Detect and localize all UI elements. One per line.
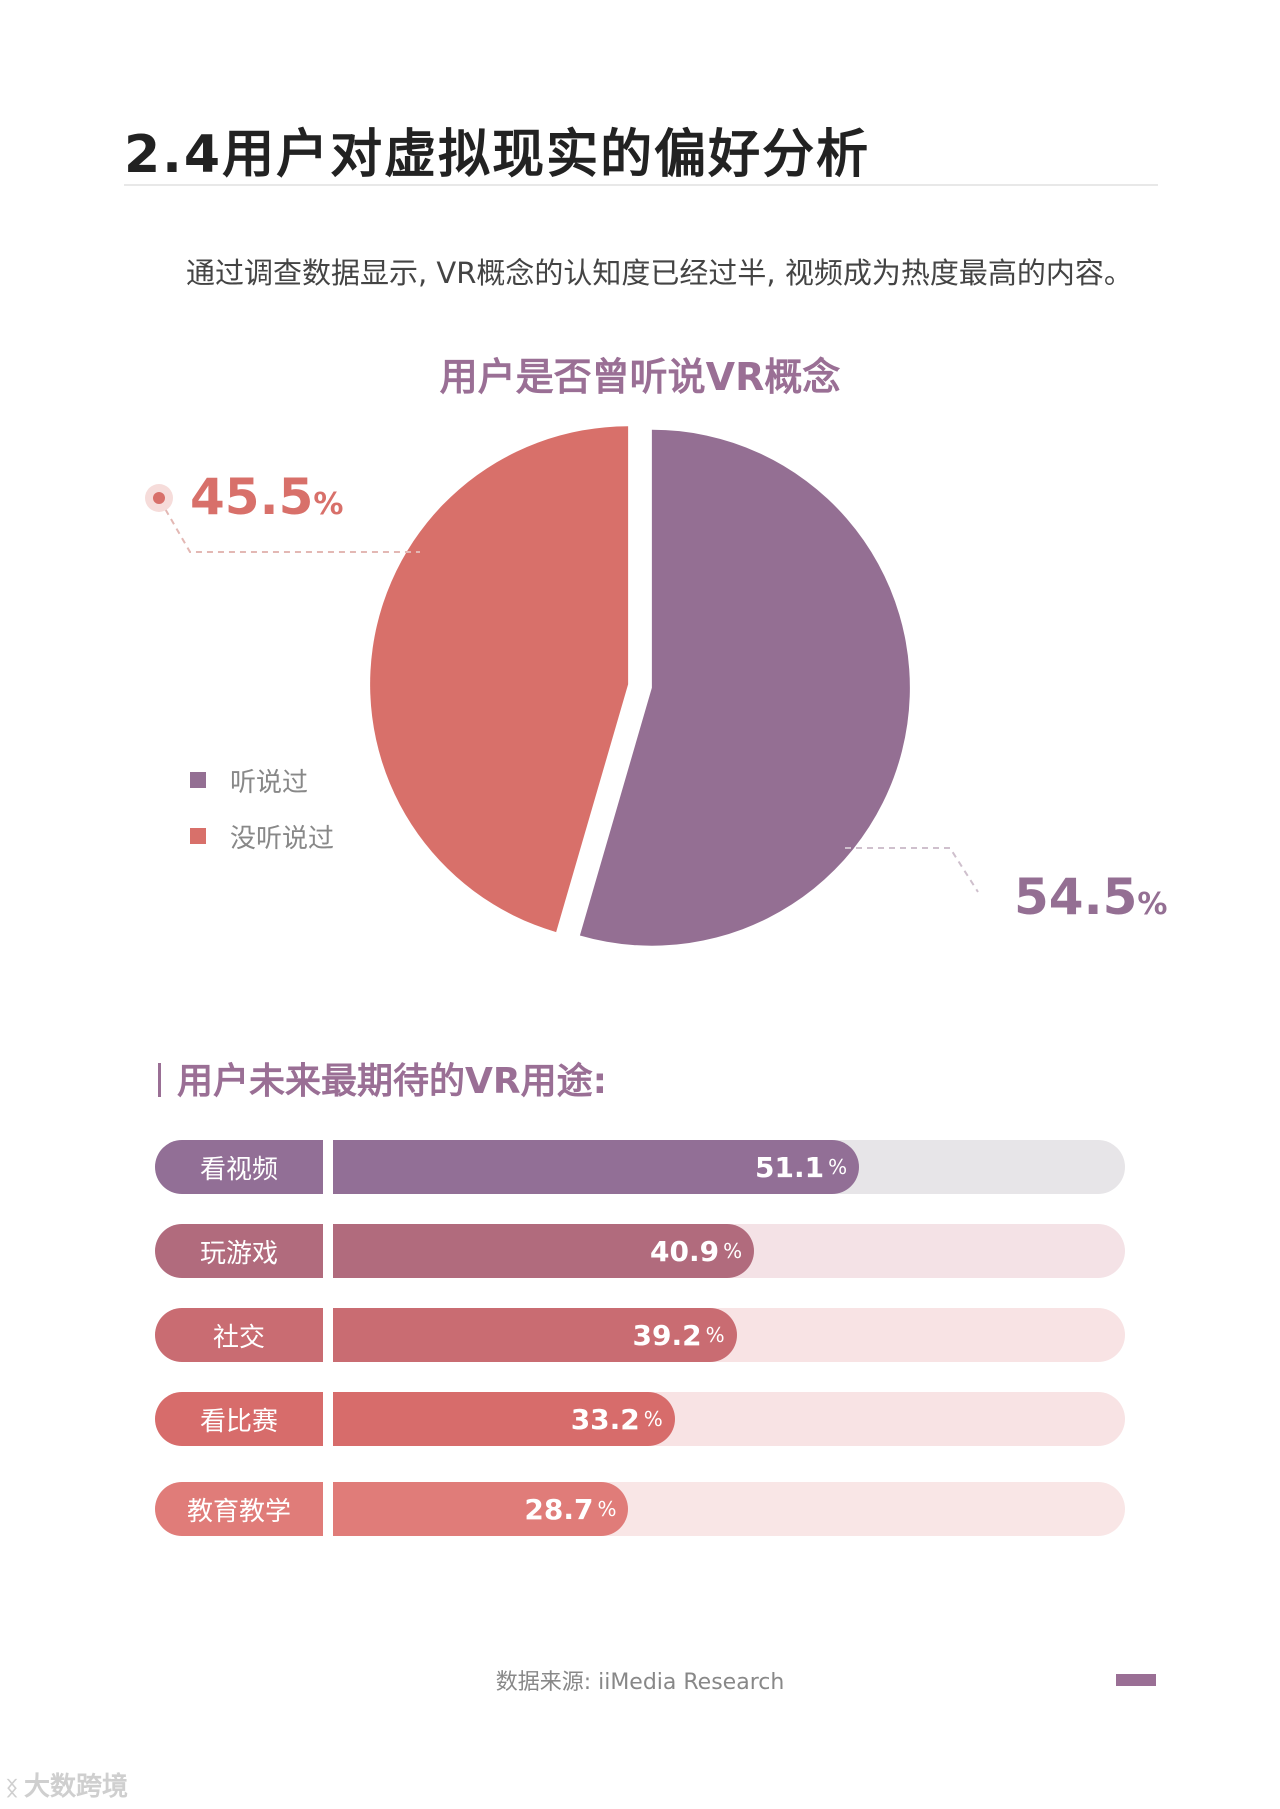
pie-chart [145, 426, 979, 946]
pie-slice-heard [579, 429, 910, 946]
bar-value-unit: % [828, 1155, 848, 1179]
pie-label-not-heard: 45.5% [190, 468, 343, 526]
legend-label-not-heard: 没听说过 [230, 823, 335, 854]
bar-value-unit: % [705, 1323, 725, 1347]
bar-row: 看视频 51.1% [155, 1140, 1125, 1194]
bar-category-label: 玩游戏 [155, 1224, 323, 1278]
bar-fill: 39.2% [333, 1308, 737, 1362]
leader-line-not-heard [159, 499, 420, 553]
bar-chart-title: 用户未来最期待的VR用途: [158, 1052, 607, 1104]
bar-category-label: 教育教学 [155, 1482, 323, 1536]
legend-swatch-heard [190, 772, 206, 788]
page-marker [1116, 1674, 1156, 1686]
bar-track: 39.2% [333, 1308, 1125, 1362]
pie-label-heard: 54.5% [1014, 868, 1167, 926]
legend-item-not-heard: 没听说过 [190, 808, 334, 864]
bar-fill: 51.1% [333, 1140, 860, 1194]
data-source: 数据来源: iiMedia Research [495, 1670, 785, 1695]
bar-value-unit: % [723, 1239, 743, 1263]
bar-category-label: 看视频 [155, 1140, 323, 1194]
pie-unit-heard: % [1137, 887, 1168, 922]
bar-fill: 33.2% [333, 1392, 675, 1446]
bar-value-label: 51.1 [755, 1150, 825, 1184]
pie-slice-not-heard [370, 426, 629, 933]
bar-value-label: 33.2 [570, 1402, 640, 1436]
legend-item-heard: 听说过 [190, 752, 334, 808]
bar-value-label: 40.9 [649, 1234, 720, 1268]
pie-legend: 听说过 没听说过 [190, 752, 334, 864]
pie-unit-not-heard: % [313, 487, 344, 522]
watermark-text: 大数跨境 [24, 1772, 129, 1802]
leader-line-heard [845, 847, 979, 893]
pie-chart-title: 用户是否曾听说VR概念 [439, 355, 841, 399]
legend-swatch-not-heard [190, 828, 206, 844]
watermark-logo-icon: ᛝ [6, 1776, 18, 1800]
bar-category-label: 看比赛 [155, 1392, 323, 1446]
callout-dot [153, 492, 165, 504]
bar-row: 看比赛 33.2% [155, 1392, 1125, 1446]
bar-value-unit: % [597, 1497, 617, 1521]
pie-value-not-heard: 45.5 [190, 468, 314, 526]
bar-track: 28.7% [333, 1482, 1125, 1536]
bar-category-label: 社交 [155, 1308, 323, 1362]
bar-value-unit: % [643, 1407, 663, 1431]
pie-value-heard: 54.5 [1014, 868, 1138, 926]
bar-value-label: 28.7 [524, 1492, 594, 1526]
legend-label-heard: 听说过 [230, 767, 309, 798]
title-divider [124, 184, 1158, 186]
summary-text: 通过调查数据显示, VR概念的认知度已经过半, 视频成为热度最高的内容。 [186, 256, 1133, 290]
bar-fill: 28.7% [333, 1482, 629, 1536]
bar-fill: 40.9% [333, 1224, 755, 1278]
bar-value-label: 39.2 [632, 1318, 702, 1352]
watermark: ᛝ 大数跨境 [6, 1766, 128, 1803]
bar-row: 教育教学 28.7% [155, 1482, 1125, 1536]
bar-track: 40.9% [333, 1224, 1125, 1278]
bar-chart-title-text: 用户未来最期待的VR用途: [177, 1061, 607, 1102]
bar-row: 玩游戏 40.9% [155, 1224, 1125, 1278]
page-title: 2.4用户对虚拟现实的偏好分析 [124, 125, 871, 185]
bar-track: 51.1% [333, 1140, 1125, 1194]
bar-row: 社交 39.2% [155, 1308, 1125, 1362]
title-accent-bar [158, 1063, 161, 1097]
bar-track: 33.2% [333, 1392, 1125, 1446]
